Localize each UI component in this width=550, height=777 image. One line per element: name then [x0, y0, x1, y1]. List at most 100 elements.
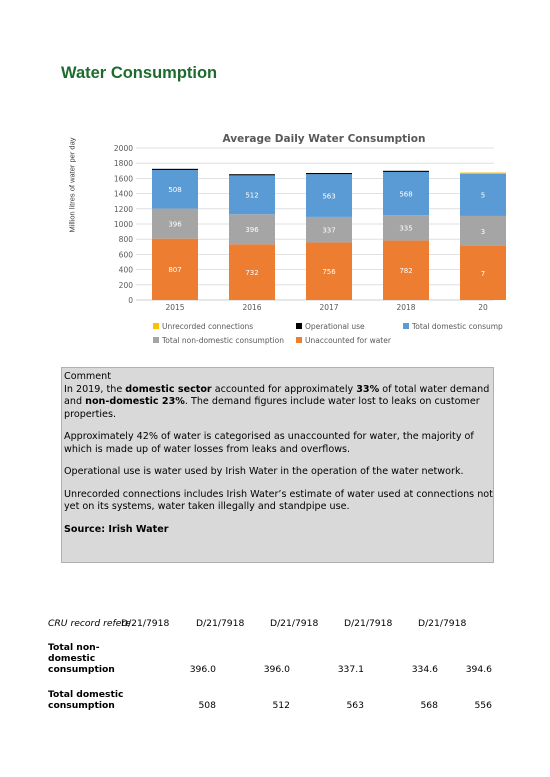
value-cell: 334.6: [411, 664, 438, 675]
table-row-domestic: Total domestic consumption 508 512 563 5…: [48, 689, 498, 715]
bar-segment: [229, 175, 275, 215]
value-cell: 394.6: [465, 664, 492, 675]
legend-label: Total domestic consump: [411, 322, 503, 331]
bar-segment: [306, 173, 352, 175]
data-label: 756: [322, 268, 336, 276]
bar-segment: [152, 208, 198, 239]
bar-segment: [152, 238, 198, 300]
bar-segment: [383, 215, 429, 241]
x-tick-label: 20: [478, 303, 488, 312]
value-cell: 396.0: [189, 664, 216, 675]
bar-segment: [460, 215, 506, 246]
data-label: 563: [322, 192, 335, 200]
comment-emphasis: non-domestic 23%: [85, 396, 185, 407]
value-cell: 396.0: [263, 664, 290, 675]
data-label: 508: [168, 186, 181, 194]
legend-label: Operational use: [305, 322, 365, 331]
x-tick-label: 2015: [165, 303, 184, 312]
bar-segment: [152, 168, 198, 170]
comment-text: In 2019, the: [64, 383, 126, 395]
data-label: 335: [399, 225, 412, 233]
bar-segment: [229, 214, 275, 245]
data-label: 5: [481, 192, 485, 200]
bar-segment: [460, 173, 506, 216]
comment-paragraph-3: Operational use is water used by Irish W…: [64, 466, 464, 477]
x-tick-label: 2016: [242, 303, 261, 312]
chart: Average Daily Water Consumption 0 200 400 60…: [114, 133, 506, 345]
bar-segment: [383, 240, 429, 300]
row-label: Total domestic consumption: [48, 689, 124, 711]
legend-label: Total non-domestic consumption: [161, 336, 284, 345]
bar-segment: [460, 245, 506, 300]
ref-cell: D/21/7918: [418, 618, 467, 629]
comment-source: Source: Irish Water: [64, 524, 493, 537]
bar-segment: [152, 169, 198, 209]
y-tick-label: 1800: [114, 159, 133, 168]
table-row-nondomestic: Total non-domestic consumption 396.0 396…: [48, 642, 498, 678]
data-label: 7: [481, 270, 485, 278]
x-tick-label: 2017: [319, 303, 338, 312]
bar-segment: [229, 244, 275, 300]
data-label: 512: [245, 192, 258, 200]
ref-cell: D/21/7918: [270, 618, 319, 629]
value-cell: 568: [420, 700, 438, 711]
comment-emphasis: 33%: [356, 383, 380, 395]
comment-paragraph-1: In 2019, the domestic sector accounted f…: [64, 384, 493, 422]
row-label: Total non-domestic consumption: [48, 642, 115, 675]
bar-segment: [306, 174, 352, 217]
comment-emphasis: domestic sector: [125, 383, 212, 395]
comment-paragraph-4: Unrecorded connections includes Irish Wa…: [64, 488, 493, 513]
data-label: 396: [168, 220, 182, 228]
data-label: 782: [399, 267, 412, 275]
legend-swatch: [403, 323, 409, 329]
data-label: 807: [168, 266, 181, 274]
legend-swatch: [153, 323, 159, 329]
y-tick-label: 600: [119, 250, 134, 259]
comment-heading: Comment: [64, 371, 112, 382]
ref-cell: D/21/7918: [121, 618, 170, 629]
y-tick-label: 0: [128, 296, 133, 305]
data-label: 732: [245, 269, 258, 277]
data-label: 396: [245, 226, 259, 234]
comment-text: of total water demand and: [64, 383, 490, 408]
legend-label: Unaccounted for water: [305, 336, 392, 345]
ref-label: CRU record refere: [48, 618, 131, 629]
legend-label: Unrecorded connections: [162, 322, 253, 331]
table-row-ref: CRU record refere D/21/7918 D/21/7918 D/…: [48, 618, 498, 632]
y-tick-label: 400: [119, 266, 134, 275]
comment-text: . The demand figures include water lost …: [64, 396, 480, 420]
bar-segment: [383, 170, 429, 172]
bar-segment: [383, 171, 429, 216]
y-tick-label: 2000: [114, 144, 133, 153]
legend-swatch: [296, 323, 302, 329]
ref-cell: D/21/7918: [344, 618, 393, 629]
y-tick-label: 1600: [114, 174, 133, 183]
data-label: 337: [322, 227, 335, 235]
value-cell: 512: [272, 700, 290, 711]
bar-segment: [306, 216, 352, 243]
data-label: 3: [481, 228, 485, 236]
y-tick-label: 800: [119, 235, 134, 244]
bar-segment: [460, 172, 506, 174]
source-text: Source: Irish Water: [64, 523, 169, 535]
comment-paragraph-2: Approximately 42% of water is categorise…: [64, 431, 474, 455]
ref-cell: D/21/7918: [196, 618, 245, 629]
comment-text: accounted for approximately: [211, 383, 357, 395]
value-cell: 337.1: [337, 664, 364, 675]
comment-box: Comment In 2019, the domestic sector acc…: [61, 367, 494, 563]
value-cell: 556: [474, 700, 492, 711]
y-tick-label: 200: [119, 281, 134, 290]
x-tick-label: 2018: [396, 303, 415, 312]
legend-swatch: [296, 337, 302, 343]
bar-segment: [229, 174, 275, 176]
chart-title: Average Daily Water Consumption: [223, 133, 426, 145]
value-cell: 563: [346, 700, 364, 711]
y-tick-label: 1400: [114, 190, 133, 199]
bar-segment: [306, 242, 352, 300]
data-label: 568: [399, 190, 412, 198]
value-cell: 508: [198, 700, 216, 711]
legend-swatch: [153, 337, 159, 343]
page-title: Water Consumption: [61, 64, 218, 82]
y-tick-label: 1000: [114, 220, 133, 229]
y-tick-label: 1200: [114, 205, 133, 214]
